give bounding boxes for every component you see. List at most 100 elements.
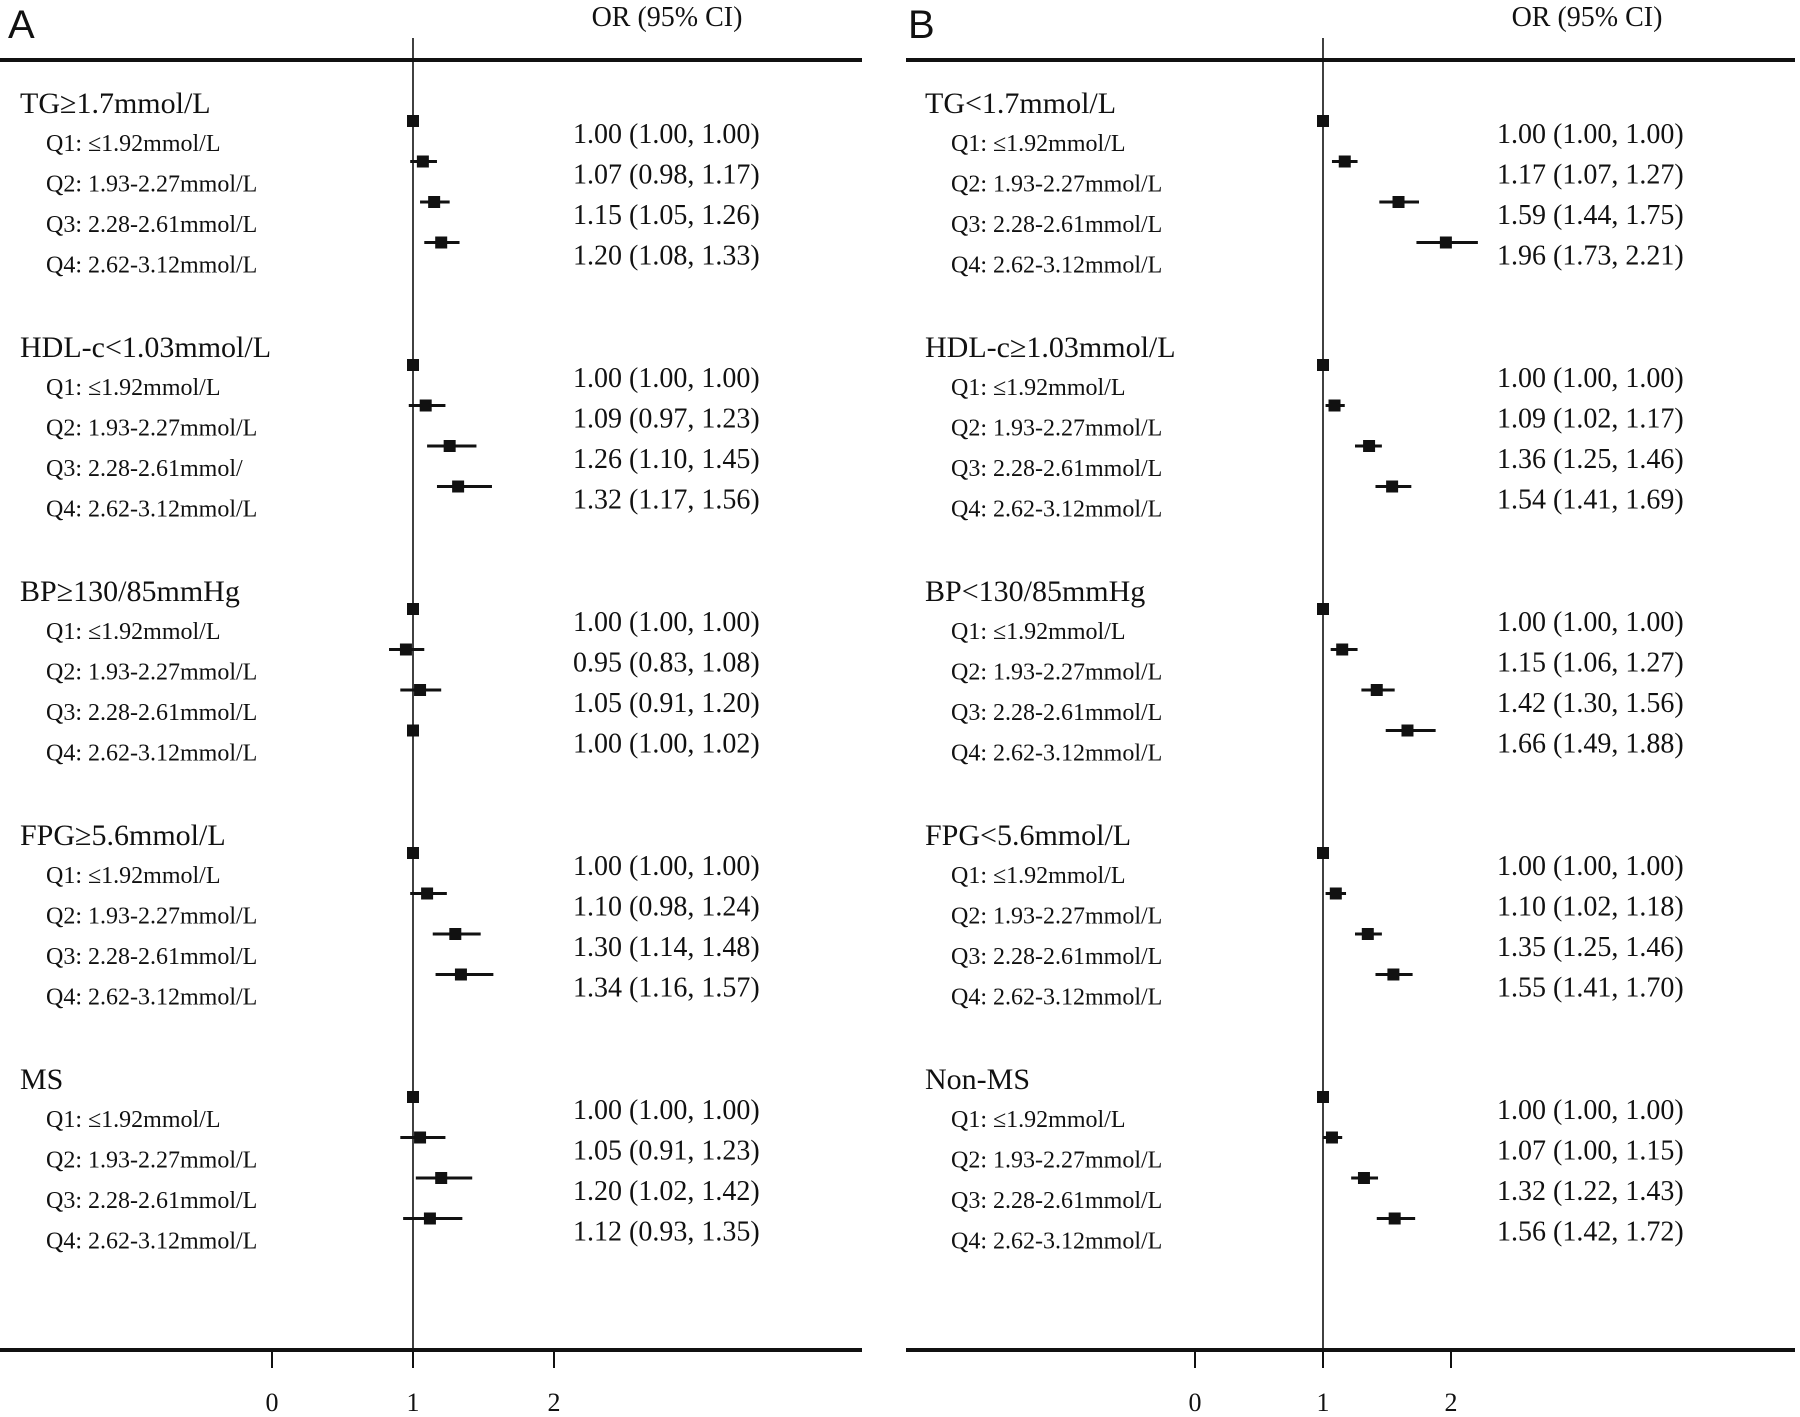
x-tick-label: 2 — [1445, 1388, 1458, 1417]
or-point-marker — [428, 196, 441, 208]
row-label: Q2: 1.93-2.27mmol/L — [46, 1148, 257, 1174]
row-label: Q2: 1.93-2.27mmol/L — [46, 172, 257, 198]
row-label: Q1: ≤1.92mmol/L — [46, 619, 221, 645]
or-point-marker — [1370, 684, 1383, 696]
group-title: TG<1.7mmol/L — [925, 87, 1116, 120]
row-label: Q1: ≤1.92mmol/L — [951, 619, 1126, 645]
or-point-marker — [414, 684, 427, 696]
or-point-marker — [1361, 928, 1374, 940]
row-label: Q3: 2.28-2.61mmol/L — [46, 1188, 257, 1214]
or-ci-value: 1.26 (1.10, 1.45) — [573, 444, 760, 475]
row-label: Q3: 2.28-2.61mmol/L — [951, 1188, 1162, 1214]
or-point-marker — [1317, 115, 1329, 127]
or-point-marker — [1328, 399, 1341, 412]
row-label: Q2: 1.93-2.27mmol/L — [951, 1148, 1162, 1174]
row-label: Q1: ≤1.92mmol/L — [951, 863, 1126, 889]
x-tick-label: 0 — [266, 1388, 279, 1417]
panel-b: B OR (95% CI) 0 1 2 TG<1.7mmol/L Q1: ≤1.92mmol… — [906, 2, 1795, 1417]
panel-letter: A — [8, 3, 35, 47]
row-label: Q3: 2.28-2.61mmol/ — [46, 456, 243, 482]
or-ci-value: 1.00 (1.00, 1.00) — [1497, 363, 1684, 394]
group-title: TG≥1.7mmol/L — [20, 87, 211, 120]
or-point-marker — [1386, 480, 1399, 493]
or-point-marker — [416, 155, 429, 168]
row-label: Q1: ≤1.92mmol/L — [951, 1107, 1126, 1133]
or-ci-value: 1.05 (0.91, 1.23) — [573, 1136, 760, 1167]
row-label: Q3: 2.28-2.61mmol/L — [46, 700, 257, 726]
row-label: Q2: 1.93-2.27mmol/L — [46, 416, 257, 442]
or-point-marker — [1329, 887, 1342, 900]
row-label: Q4: 2.62-3.12mmol/L — [46, 1229, 257, 1255]
or-ci-value: 1.96 (1.73, 2.21) — [1497, 241, 1684, 272]
or-point-marker — [407, 115, 419, 127]
row-label: Q3: 2.28-2.61mmol/L — [951, 212, 1162, 238]
row-label: Q2: 1.93-2.27mmol/L — [951, 904, 1162, 930]
row-label: Q2: 1.93-2.27mmol/L — [951, 416, 1162, 442]
or-ci-value: 1.66 (1.49, 1.88) — [1497, 729, 1684, 760]
row-label: Q4: 2.62-3.12mmol/L — [46, 985, 257, 1011]
x-tick-label: 1 — [1317, 1388, 1330, 1417]
panel-a: A OR (95% CI) 0 1 2 TG≥1.7mmol/L Q1: ≤1.92mmol… — [0, 2, 862, 1417]
group-title: HDL-c≥1.03mmol/L — [925, 331, 1176, 364]
x-tick-label: 2 — [548, 1388, 561, 1417]
row-label: Q3: 2.28-2.61mmol/L — [46, 212, 257, 238]
panel-letter: B — [908, 3, 935, 47]
group-title: FPG≥5.6mmol/L — [20, 819, 226, 852]
or-ci-value: 1.07 (1.00, 1.15) — [1497, 1136, 1684, 1167]
row-label: Q2: 1.93-2.27mmol/L — [951, 172, 1162, 198]
or-point-marker — [399, 643, 412, 656]
row-label: Q4: 2.62-3.12mmol/L — [46, 741, 257, 767]
or-ci-value: 1.05 (0.91, 1.20) — [573, 688, 760, 719]
or-point-marker — [435, 1172, 448, 1184]
or-point-marker — [1387, 968, 1400, 981]
row-label: Q2: 1.93-2.27mmol/L — [951, 660, 1162, 686]
or-point-marker — [1363, 440, 1376, 452]
or-point-marker — [1338, 155, 1351, 168]
or-ci-value: 1.00 (1.00, 1.00) — [1497, 1095, 1684, 1126]
group-title: Non-MS — [925, 1063, 1030, 1096]
row-label: Q1: ≤1.92mmol/L — [46, 131, 221, 157]
or-point-marker — [435, 236, 448, 249]
or-point-marker — [423, 1212, 436, 1225]
group-title: BP<130/85mmHg — [925, 575, 1145, 608]
or-ci-value: 1.07 (0.98, 1.17) — [573, 160, 760, 191]
x-tick-label: 1 — [407, 1388, 420, 1417]
or-point-marker — [421, 887, 434, 900]
or-point-marker — [1392, 196, 1405, 208]
or-ci-value: 1.35 (1.25, 1.46) — [1497, 932, 1684, 963]
row-label: Q1: ≤1.92mmol/L — [951, 131, 1126, 157]
or-ci-value: 1.00 (1.00, 1.00) — [573, 607, 760, 638]
or-ci-value: 1.20 (1.02, 1.42) — [573, 1176, 760, 1207]
or-point-marker — [407, 359, 419, 371]
or-ci-value: 1.15 (1.06, 1.27) — [1497, 648, 1684, 679]
or-ci-value: 1.59 (1.44, 1.75) — [1497, 200, 1684, 231]
group-title: BP≥130/85mmHg — [20, 575, 240, 608]
column-header: OR (95% CI) — [592, 2, 743, 33]
row-label: Q1: ≤1.92mmol/L — [951, 375, 1126, 401]
or-point-marker — [452, 480, 465, 493]
or-point-marker — [1336, 643, 1349, 656]
or-point-marker — [407, 603, 419, 615]
row-label: Q3: 2.28-2.61mmol/L — [46, 944, 257, 970]
or-point-marker — [1439, 236, 1452, 249]
or-ci-value: 1.32 (1.22, 1.43) — [1497, 1176, 1684, 1207]
or-ci-value: 1.00 (1.00, 1.00) — [573, 119, 760, 150]
or-point-marker — [1317, 603, 1329, 615]
row-label: Q1: ≤1.92mmol/L — [46, 863, 221, 889]
or-ci-value: 1.34 (1.16, 1.57) — [573, 973, 760, 1004]
or-ci-value: 1.00 (1.00, 1.00) — [573, 363, 760, 394]
or-ci-value: 1.00 (1.00, 1.00) — [1497, 851, 1684, 882]
or-ci-value: 1.00 (1.00, 1.00) — [1497, 607, 1684, 638]
row-label: Q3: 2.28-2.61mmol/L — [951, 456, 1162, 482]
or-ci-value: 1.17 (1.07, 1.27) — [1497, 160, 1684, 191]
or-point-marker — [1401, 724, 1414, 737]
or-point-marker — [1317, 1091, 1329, 1103]
row-label: Q4: 2.62-3.12mmol/L — [951, 253, 1162, 279]
row-label: Q3: 2.28-2.61mmol/L — [951, 700, 1162, 726]
or-ci-value: 1.00 (1.00, 1.00) — [573, 1095, 760, 1126]
or-point-marker — [1388, 1212, 1401, 1225]
row-label: Q4: 2.62-3.12mmol/L — [951, 1229, 1162, 1255]
or-point-marker — [407, 724, 419, 737]
row-label: Q4: 2.62-3.12mmol/L — [951, 497, 1162, 523]
